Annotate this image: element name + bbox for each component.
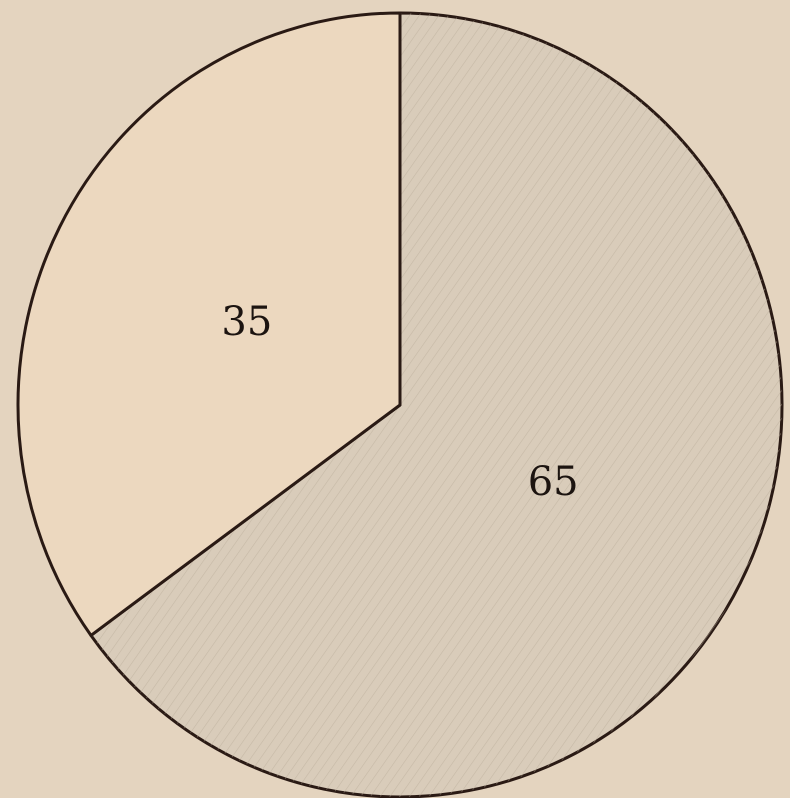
data-label: 35: [221, 299, 272, 345]
chart: 65 35: [0, 0, 790, 798]
page: {"chart_data": {"type": "pie", "values":…: [0, 0, 790, 798]
pie: 65 35: [18, 13, 782, 797]
data-label: 65: [528, 459, 579, 505]
